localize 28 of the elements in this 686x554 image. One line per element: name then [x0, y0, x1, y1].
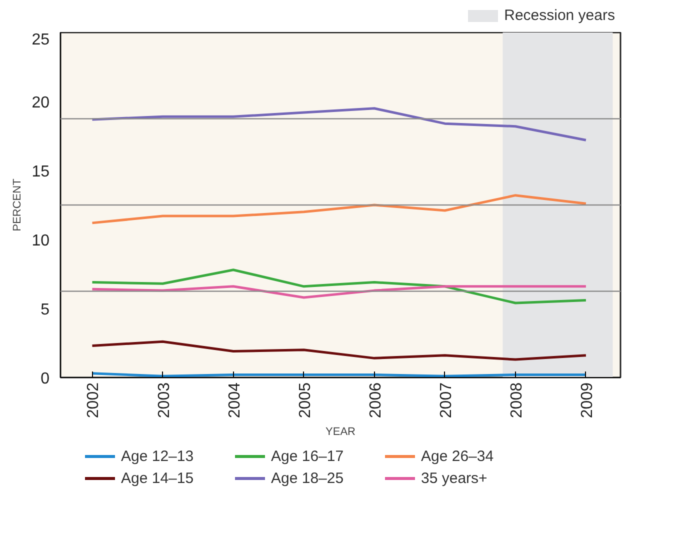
y-tick-label: 20 [32, 94, 50, 112]
x-tick-label: 2005 [296, 382, 314, 418]
x-tick-label: 2008 [508, 382, 526, 418]
y-tick-label: 15 [32, 164, 50, 180]
x-tick-label: 2009 [578, 382, 596, 418]
x-tick-label: 2006 [367, 382, 384, 418]
y-tick-label: 25 [32, 32, 50, 48]
y-tick-label: 5 [40, 302, 50, 318]
legend-label: Age 12–13 [121, 448, 194, 465]
x-tick-label: 2003 [156, 382, 173, 418]
line-series [90, 285, 588, 299]
line-series [90, 268, 588, 304]
y-tick-label: 0 [40, 370, 50, 388]
y-tick-label: 10 [32, 232, 50, 250]
x-tick-label: 2004 [226, 382, 244, 418]
x-tick-label: 2002 [85, 382, 102, 418]
x-tick-label: 2007 [438, 382, 455, 418]
legend-label: Age 16–17 [271, 448, 344, 465]
line-series [90, 107, 588, 142]
line-series [90, 194, 588, 224]
y-axis-title: PERCENT [12, 178, 24, 232]
legend-label: 35 years+ [421, 470, 488, 487]
x-axis-title: YEAR [326, 426, 356, 438]
legend-label: Recession years [504, 7, 615, 24]
line-series [90, 340, 588, 361]
legend-label: Age 26–34 [421, 448, 494, 465]
legend-label: Age 14–15 [121, 470, 194, 487]
legend-label: Age 18–25 [271, 470, 344, 487]
